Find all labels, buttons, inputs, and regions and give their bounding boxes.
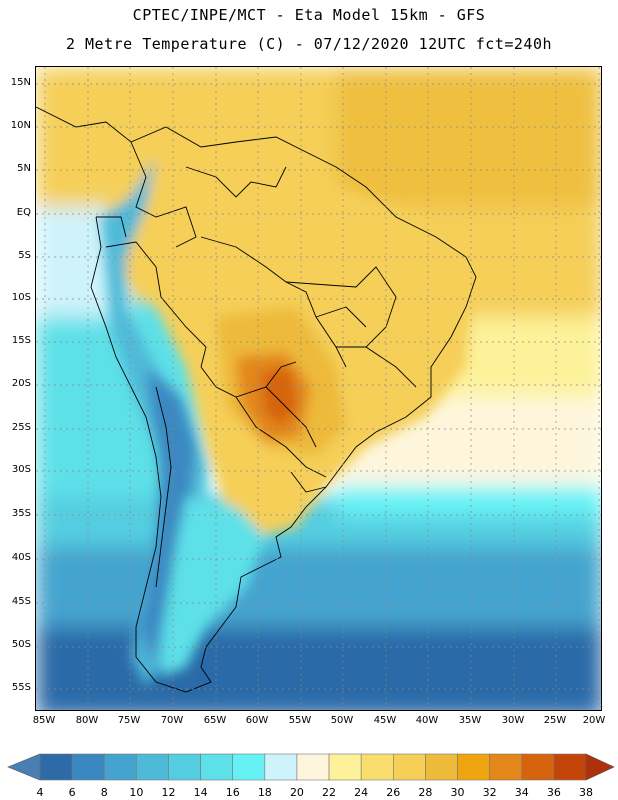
lat-label: 30S xyxy=(11,464,31,475)
colorbar-tick-label: 34 xyxy=(514,786,529,799)
colorbar-tick-label: 4 xyxy=(36,786,44,799)
lat-label: 15S xyxy=(11,335,31,346)
border-chile xyxy=(155,386,172,588)
field-north-atlantic xyxy=(336,67,601,207)
colorbar-tick-label: 22 xyxy=(322,786,337,799)
border-peru xyxy=(105,241,207,368)
colorbar-arrow-high xyxy=(585,753,615,781)
lon-label: 80W xyxy=(75,715,99,726)
colorbar-tick-label: 38 xyxy=(579,786,593,799)
colorbar-cell xyxy=(457,753,490,781)
colorbar-tick-label: 20 xyxy=(289,786,304,799)
border-colombia xyxy=(130,141,197,248)
lat-label: EQ xyxy=(16,207,31,218)
colorbar-tick-label: 28 xyxy=(418,786,433,799)
lon-label: 20W xyxy=(582,715,606,726)
colorbar-cell xyxy=(296,753,330,781)
lat-label: 35S xyxy=(11,508,31,519)
lat-label: 10S xyxy=(11,292,31,303)
lat-label: 45S xyxy=(11,596,31,607)
graticule xyxy=(36,67,601,710)
lon-label: 50W xyxy=(330,715,354,726)
continent-outline xyxy=(36,106,477,693)
lon-label: 65W xyxy=(203,715,227,726)
lat-label: 10N xyxy=(10,120,31,131)
colorbar-cell xyxy=(360,753,394,781)
field-south-coldest xyxy=(36,627,601,710)
border-ecuador xyxy=(96,216,127,238)
border-argentina xyxy=(235,396,327,478)
chart-subtitle: 2 Metre Temperature (C) - 07/12/2020 12U… xyxy=(65,35,553,53)
lon-label: 35W xyxy=(458,715,482,726)
border-brazil-states xyxy=(285,266,417,388)
lon-label: 75W xyxy=(117,715,141,726)
colorbar-tick-label: 16 xyxy=(225,786,240,799)
chart-title: CPTEC/INPE/MCT - Eta Model 15km - GFS xyxy=(132,6,486,24)
colorbar-tick-label: 36 xyxy=(546,786,561,799)
border-uruguay xyxy=(290,471,327,493)
colorbar-tick-label: 18 xyxy=(257,786,272,799)
lat-label: 50S xyxy=(11,639,31,650)
lon-label: 25W xyxy=(543,715,567,726)
colorbar-cell xyxy=(232,753,266,781)
border-bolivia xyxy=(200,361,297,398)
lat-label: 15N xyxy=(10,77,31,88)
lat-label: 55S xyxy=(11,682,31,693)
lat-label: 20S xyxy=(11,378,31,389)
border-brazil-west xyxy=(200,236,347,368)
lat-label: 25S xyxy=(11,422,31,433)
lat-label: 5N xyxy=(17,163,31,174)
colorbar-tick-label: 14 xyxy=(193,786,208,799)
lon-label: 60W xyxy=(245,715,269,726)
andes-cold xyxy=(141,367,196,667)
colorbar-arrow-low xyxy=(7,753,41,781)
lon-label: 40W xyxy=(415,715,439,726)
colorbar-tick-label: 8 xyxy=(100,786,108,799)
colorbar-tick-label: 10 xyxy=(129,786,144,799)
colorbar-cell xyxy=(136,753,169,781)
color-scale-bar xyxy=(7,753,615,781)
colorbar-cell xyxy=(168,753,201,781)
map-frame xyxy=(35,66,602,711)
colorbar-cell xyxy=(71,753,105,781)
colorbar-cell xyxy=(425,753,458,781)
border-venezuela xyxy=(185,166,287,198)
colorbar-tick-label: 32 xyxy=(482,786,497,799)
colorbar-tick-label: 6 xyxy=(68,786,76,799)
lat-label: 5S xyxy=(18,250,31,261)
lon-label: 70W xyxy=(160,715,184,726)
lat-label: 40S xyxy=(11,552,31,563)
field-atl-light xyxy=(336,487,601,517)
patagonia xyxy=(161,497,266,677)
colorbar-tick-label: 26 xyxy=(386,786,401,799)
colorbar-tick-label: 12 xyxy=(161,786,176,799)
colorbar-cell xyxy=(489,753,523,781)
colorbar-cell xyxy=(392,753,426,781)
colorbar-cell xyxy=(264,753,298,781)
lon-label: 55W xyxy=(288,715,312,726)
temperature-map xyxy=(36,67,601,710)
colorbar-cell xyxy=(103,753,137,781)
border-paraguay xyxy=(265,386,317,448)
lon-label: 45W xyxy=(373,715,397,726)
colorbar-tick-label: 30 xyxy=(450,786,465,799)
colorbar-cell xyxy=(39,753,73,781)
colorbar-cell xyxy=(328,753,362,781)
lon-label: 30W xyxy=(501,715,525,726)
colorbar-cell xyxy=(521,753,555,781)
country-borders xyxy=(36,106,477,693)
colorbar-cell xyxy=(200,753,234,781)
lon-label: 85W xyxy=(32,715,56,726)
colorbar-tick-label: 24 xyxy=(354,786,369,799)
colorbar-cell xyxy=(553,753,587,781)
